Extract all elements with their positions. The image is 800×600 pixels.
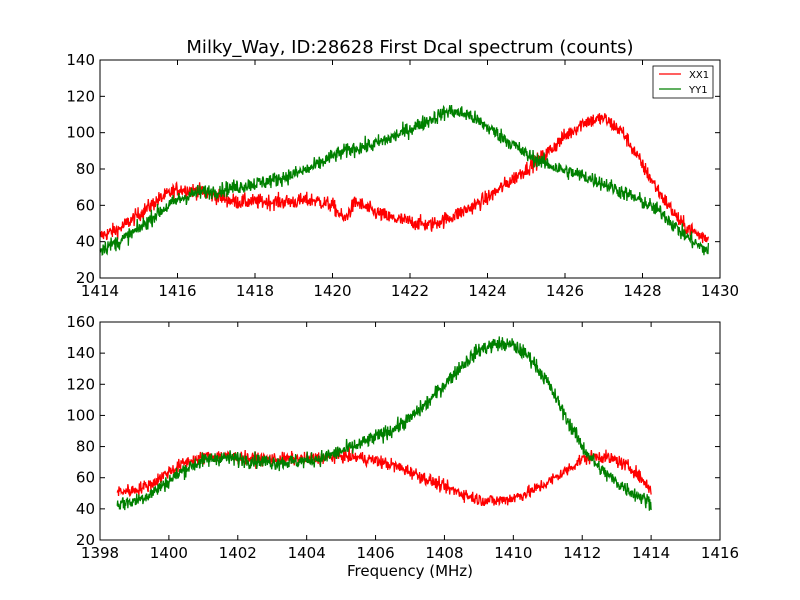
legend-box	[652, 65, 714, 99]
top-y-tick-label: 40	[76, 233, 95, 251]
top-x-tick-label: 1424	[468, 282, 506, 300]
top-x-tick-label: 1426	[546, 282, 584, 300]
top-ticks-layer: 1414 1416 1418 1420 1422 1424 1426 1428 1430 20 40…	[66, 51, 739, 300]
bottom-x-tick-label: 1406	[356, 544, 394, 562]
top-series-layer	[99, 104, 710, 256]
figure-title: Milky_Way, ID:28628 First Dcal spectrum …	[186, 37, 633, 58]
bottom-x-tick-label: 1408	[425, 544, 463, 562]
bottom-x-tick-label: 1402	[219, 544, 257, 562]
bottom-y-tick-label: 120	[66, 375, 95, 393]
top-y-tick-label: 100	[66, 124, 95, 142]
top-series-yy1	[99, 104, 710, 256]
bottom-x-tick-label: 1400	[150, 544, 188, 562]
bottom-x-tick-label: 1404	[288, 544, 326, 562]
top-x-tick-label: 1418	[236, 282, 274, 300]
top-y-tick-label: 80	[76, 160, 95, 178]
top-panel: 1414 1416 1418 1420 1422 1424 1426 1428 1430 20 40…	[66, 51, 739, 300]
x-axis-label: Frequency (MHz)	[347, 562, 473, 580]
bottom-x-tick-label: 1416	[701, 544, 739, 562]
bottom-y-tick-label: 160	[66, 313, 95, 331]
bottom-panel: 1398 1400 1402 1404 1406 1408 1410 1412 1414 1416…	[66, 313, 739, 562]
top-x-tick-label: 1422	[391, 282, 429, 300]
top-y-tick-label: 140	[66, 51, 95, 69]
bottom-y-tick-label: 20	[76, 531, 95, 549]
bottom-x-tick-label: 1414	[632, 544, 670, 562]
bottom-y-tick-label: 100	[66, 406, 95, 424]
bottom-series-xx1	[116, 446, 652, 507]
legend-xx1-label: XX1	[689, 70, 709, 81]
top-x-tick-label: 1430	[701, 282, 739, 300]
legend: XX1 YY1	[652, 65, 714, 99]
bottom-series-layer	[116, 336, 652, 511]
bottom-x-tick-label: 1410	[494, 544, 532, 562]
top-x-tick-label: 1420	[313, 282, 351, 300]
top-y-tick-label: 20	[76, 269, 95, 287]
bottom-x-tick-label: 1398	[81, 544, 119, 562]
top-series-xx1	[99, 113, 710, 244]
top-y-tick-label: 120	[66, 87, 95, 105]
top-axes-frame	[99, 59, 721, 279]
bottom-x-tick-label: 1412	[563, 544, 601, 562]
bottom-ticks-layer: 1398 1400 1402 1404 1406 1408 1410 1412 1414 1416…	[66, 313, 739, 562]
bottom-y-tick-label: 140	[66, 344, 95, 362]
bottom-series-yy1	[116, 336, 652, 511]
bottom-y-tick-label: 60	[76, 469, 95, 487]
bottom-axes-background	[100, 322, 720, 540]
top-x-tick-label: 1414	[81, 282, 119, 300]
bottom-y-tick-label: 80	[76, 438, 95, 456]
bottom-axes-frame	[99, 321, 721, 541]
legend-yy1-label: YY1	[688, 85, 708, 96]
top-x-tick-label: 1416	[158, 282, 196, 300]
top-y-tick-label: 60	[76, 196, 95, 214]
bottom-y-tick-label: 40	[76, 500, 95, 518]
top-axes-background	[100, 60, 720, 278]
top-x-tick-label: 1428	[623, 282, 661, 300]
